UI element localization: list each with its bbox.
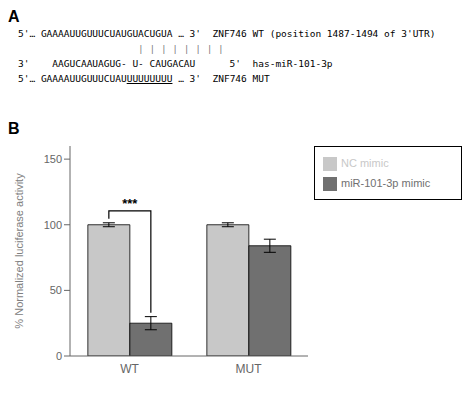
html-text:miR-101-3p mimic: miR-101-3p mimic [341, 177, 431, 189]
html-text:3' AAGUCAAUAGUG- U- CAUGACAU 5: 3' AAGUCAAUAGUG- U- CAUGACAU 5' has-miR-… [18, 58, 333, 69]
svg-text:MUT: MUT [236, 362, 263, 376]
svg-text:% Normalized luciferase activi: % Normalized luciferase activity [13, 173, 25, 329]
html-text:B: B [8, 120, 20, 137]
html-text:A: A [8, 8, 20, 25]
svg-text:150: 150 [44, 153, 62, 165]
html-text:NC mimic: NC mimic [341, 157, 389, 169]
svg-text:100: 100 [44, 219, 62, 231]
html-text:5'… GAAAAUUGUUUCUAU UUUUUUUU …: 5'… GAAAAUUGUUUCUAU UUUUUUUU … 3' ZNF746… [18, 73, 270, 84]
html-text:5'… GAAAAUUGUUUCUAUGUACUGUA …: 5'… GAAAAUUGUUUCUAUGUACUGUA … 3' ZNF746 … [18, 28, 436, 39]
svg-text:50: 50 [50, 284, 62, 296]
svg-text:0: 0 [56, 350, 62, 362]
svg-text:***: *** [122, 196, 138, 211]
svg-text:WT: WT [120, 362, 139, 376]
